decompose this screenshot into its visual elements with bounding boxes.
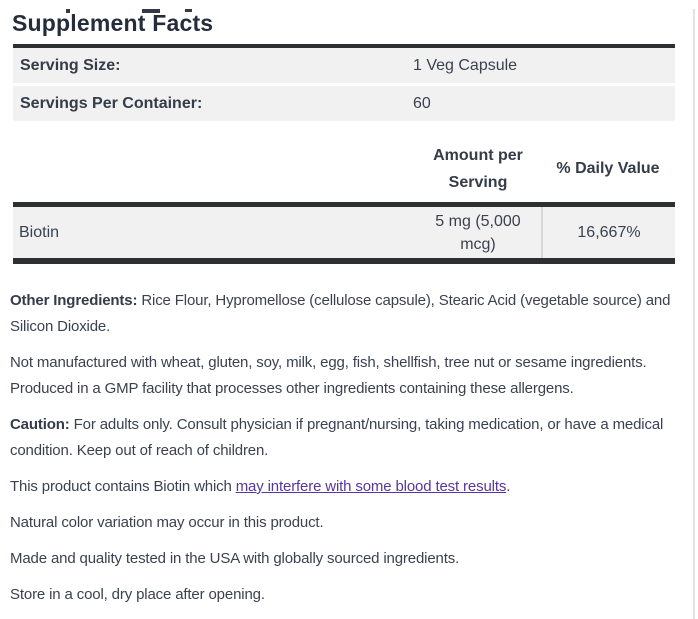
biotin-notice-paragraph: This product contains Biotin which may i…: [10, 474, 690, 500]
storage-note: Store in a cool, dry place after opening…: [10, 586, 265, 603]
amount-per-serving-header: Amount per Serving: [433, 146, 523, 191]
made-in-usa-note: Made and quality tested in the USA with …: [10, 550, 460, 567]
daily-value-header: % Daily Value: [556, 159, 660, 177]
page-title: Supplement Facts: [12, 10, 214, 36]
facts-table: Biotin 5 mg (5,000 mcg) 16,667%: [13, 202, 675, 264]
serving-size-row: Serving Size: 1 Veg Capsule: [13, 48, 675, 83]
serving-size-value: 1 Veg Capsule: [413, 56, 518, 74]
caution-text: For adults only. Consult physician if pr…: [10, 416, 664, 459]
serving-size-label: Serving Size:: [20, 56, 121, 74]
biotin-notice-prefix: This product contains Biotin which: [10, 478, 236, 495]
facts-table-header: Amount per Serving % Daily Value: [13, 121, 675, 202]
serving-info-table: Serving Size: 1 Veg Capsule Servings Per…: [13, 44, 675, 121]
nutrient-amount: 5 mg (5,000 mcg): [415, 207, 541, 258]
servings-per-container-label: Servings Per Container:: [20, 94, 203, 112]
other-ingredients-paragraph: Other Ingredients: Rice Flour, Hypromell…: [10, 288, 690, 340]
other-ingredients-label: Other Ingredients:: [10, 292, 138, 309]
allergen-statement: Not manufactured with wheat, gluten, soy…: [10, 354, 647, 397]
nutrient-name: Biotin: [19, 223, 60, 241]
biotin-notice-suffix: .: [506, 478, 511, 495]
clipped-text-artifact: [142, 9, 160, 13]
info-paragraphs: Other Ingredients: Rice Flour, Hypromell…: [0, 264, 698, 608]
supplement-facts-panel: { "title": "Supplement Facts", "colors":…: [0, 9, 698, 619]
clipped-text-artifact: [185, 9, 192, 12]
caution-paragraph: Caution: For adults only. Consult physic…: [10, 412, 690, 464]
blood-test-results-link[interactable]: may interfere with some blood test resul…: [235, 478, 507, 495]
color-variation-note: Natural color variation may occur in thi…: [10, 514, 324, 531]
nutrient-daily-value: 16,667%: [541, 207, 675, 258]
nutrient-amount-text: 5 mg (5,000 mcg): [435, 212, 521, 253]
table-row-biotin: Biotin 5 mg (5,000 mcg) 16,667%: [13, 207, 675, 258]
caution-label: Caution:: [10, 416, 70, 433]
servings-per-container-row: Servings Per Container: 60: [13, 86, 675, 121]
clipped-text-artifact: [66, 9, 70, 13]
servings-per-container-value: 60: [413, 94, 431, 112]
other-ingredients-text: Rice Flour, Hypromellose (cellulose caps…: [10, 292, 671, 335]
container-right-border: [693, 9, 695, 619]
